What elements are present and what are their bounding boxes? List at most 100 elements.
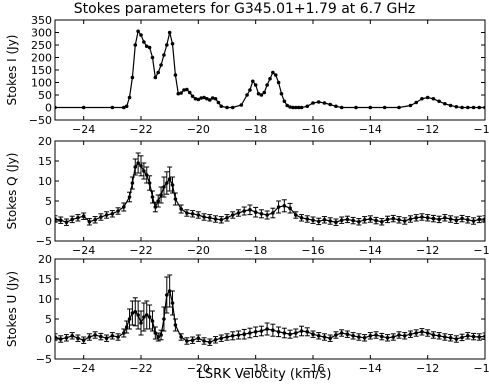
data-point: [127, 317, 132, 321]
data-point: [282, 331, 287, 335]
data-point: [99, 215, 103, 219]
data-point: [265, 327, 269, 331]
data-point: [142, 315, 146, 319]
y-tick-label: 20: [38, 253, 52, 266]
y-axis-label: Stokes Q (Jy): [5, 153, 19, 230]
data-point: [448, 336, 453, 340]
data-point: [147, 315, 152, 319]
data-point: [294, 213, 298, 217]
data-point: [116, 209, 120, 213]
data-point: [170, 183, 175, 187]
data-point: [425, 216, 430, 220]
data-point: [425, 95, 430, 100]
data-point: [162, 317, 166, 321]
y-tick-label: 0: [45, 333, 52, 346]
data-point: [402, 219, 407, 223]
data-point: [466, 105, 470, 110]
data-point: [448, 217, 453, 221]
data-point: [276, 205, 281, 209]
data-point: [133, 165, 138, 169]
data-point: [124, 325, 129, 329]
data-point: [265, 213, 269, 217]
x-tick-label: −14: [359, 362, 382, 375]
data-point: [173, 323, 178, 327]
data-point: [288, 206, 292, 210]
data-point: [167, 177, 172, 181]
data-point: [334, 104, 338, 109]
data-point: [136, 313, 140, 317]
data-point: [205, 96, 209, 101]
data-point: [316, 334, 321, 338]
data-point: [345, 332, 350, 337]
data-point: [130, 181, 135, 185]
data-point: [190, 94, 195, 99]
x-tick-label: −24: [72, 244, 95, 257]
data-point: [127, 195, 132, 199]
data-point: [368, 217, 373, 221]
data-point: [196, 336, 201, 341]
data-point: [296, 105, 301, 110]
data-point: [136, 29, 140, 34]
data-point: [351, 334, 355, 338]
data-point: [225, 105, 229, 110]
data-point: [414, 216, 419, 220]
data-point: [299, 216, 304, 220]
data-point: [236, 211, 241, 215]
data-point: [190, 212, 195, 216]
data-point: [190, 338, 195, 343]
data-point: [199, 96, 203, 100]
x-tick-label: −24: [72, 362, 95, 375]
data-point: [136, 161, 140, 165]
data-point: [230, 105, 235, 110]
data-point: [133, 310, 138, 314]
data-point: [256, 91, 261, 96]
data-point: [122, 105, 126, 110]
data-point: [385, 336, 390, 340]
data-point: [374, 333, 378, 337]
data-point: [294, 331, 298, 335]
data-point: [253, 210, 258, 214]
data-point: [339, 105, 344, 110]
y-tick-label: −5: [36, 353, 52, 366]
data-point: [139, 164, 143, 168]
data-point: [354, 105, 358, 110]
data-point: [176, 91, 181, 96]
data-point: [242, 209, 246, 213]
data-point: [87, 220, 92, 224]
data-point: [219, 336, 224, 341]
data-point: [385, 217, 390, 222]
x-tick-label: −12: [416, 244, 439, 257]
y-tick-label: 15: [38, 273, 52, 286]
data-point: [334, 220, 338, 224]
data-point: [150, 195, 155, 199]
data-point: [230, 334, 235, 338]
data-point: [471, 105, 476, 110]
data-point: [110, 212, 115, 216]
data-point: [288, 332, 292, 337]
data-point: [420, 330, 424, 334]
data-point: [299, 329, 304, 333]
data-point: [253, 83, 258, 87]
data-point: [208, 340, 212, 345]
data-point: [64, 220, 69, 224]
data-point: [213, 217, 218, 221]
data-point: [104, 213, 109, 217]
data-point: [245, 93, 249, 97]
data-point: [139, 33, 143, 37]
data-point: [210, 96, 215, 100]
data-point: [219, 218, 224, 222]
data-point: [116, 335, 120, 339]
data-point: [414, 331, 419, 335]
data-point: [179, 207, 183, 211]
x-tick-label: −10: [473, 244, 489, 257]
data-point: [271, 211, 275, 215]
data-point: [179, 335, 183, 339]
data-point: [382, 105, 387, 110]
data-point: [391, 216, 396, 221]
data-point: [165, 293, 169, 297]
data-point: [202, 95, 206, 100]
data-point: [242, 332, 246, 337]
data-point: [322, 218, 327, 222]
data-point: [153, 331, 158, 335]
